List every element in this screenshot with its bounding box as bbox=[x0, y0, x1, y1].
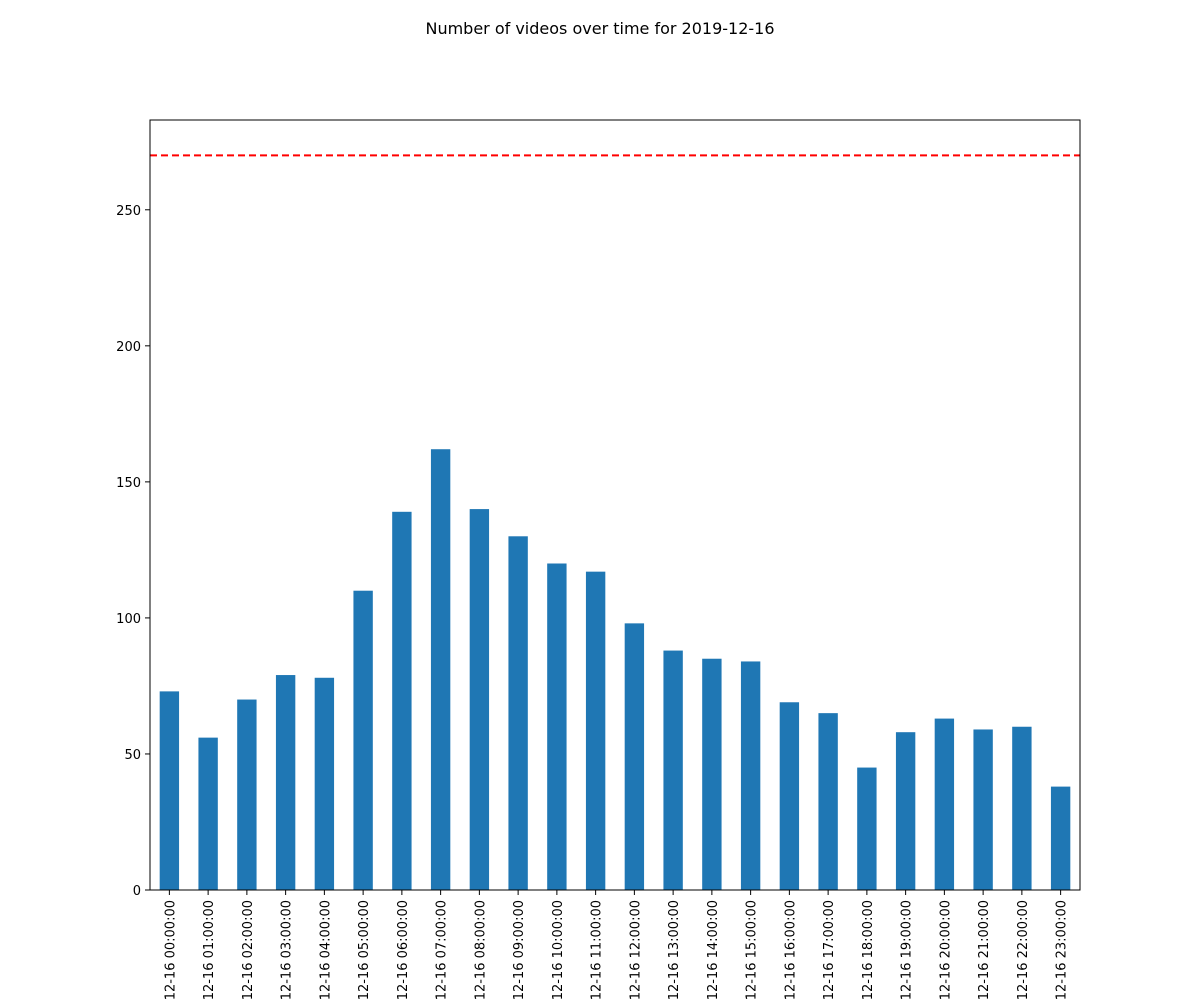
x-tick-label: 2019-12-16 14:00:00 bbox=[706, 900, 721, 1000]
x-tick-label: 2019-12-16 18:00:00 bbox=[861, 900, 876, 1000]
bar bbox=[198, 737, 218, 890]
x-tick-label: 2019-12-16 20:00:00 bbox=[938, 900, 953, 1000]
bar bbox=[818, 713, 838, 890]
bar bbox=[275, 675, 296, 890]
x-tick-label: 2019-12-16 09:00:00 bbox=[512, 900, 527, 1000]
y-tick-label: 200 bbox=[116, 340, 141, 355]
x-tick-label: 2019-12-16 07:00:00 bbox=[435, 900, 450, 1000]
bar bbox=[547, 563, 567, 890]
x-tick-label: 2019-12-16 22:00:00 bbox=[1016, 900, 1031, 1000]
bar bbox=[934, 718, 955, 890]
bar bbox=[779, 702, 800, 890]
bar bbox=[740, 661, 761, 890]
y-tick-label: 0 bbox=[133, 884, 141, 899]
bar bbox=[895, 732, 916, 890]
x-tick-label: 2019-12-16 10:00:00 bbox=[551, 900, 566, 1000]
x-tick-label: 2019-12-16 13:00:00 bbox=[667, 900, 682, 1000]
bar bbox=[314, 677, 335, 890]
bar bbox=[663, 650, 683, 890]
x-tick-label: 2019-12-16 21:00:00 bbox=[977, 900, 992, 1000]
x-tick-label: 2019-12-16 08:00:00 bbox=[473, 900, 488, 1000]
bar bbox=[353, 590, 373, 890]
bar bbox=[624, 623, 645, 890]
x-tick-label: 2019-12-16 06:00:00 bbox=[396, 900, 411, 1000]
chart-title: Number of videos over time for 2019-12-1… bbox=[425, 19, 774, 38]
plot-area: 0 50 100 150 200 250 2019-12-16 00:00:00 2019-1… bbox=[116, 119, 1081, 1000]
x-tick-label: 2019-12-16 19:00:00 bbox=[900, 900, 915, 1000]
x-tick-label: 2019-12-16 01:00:00 bbox=[202, 900, 217, 1000]
x-tick-label: 2019-12-16 04:00:00 bbox=[318, 900, 333, 1000]
x-tick-label: 2019-12-16 05:00:00 bbox=[357, 900, 372, 1000]
bar bbox=[469, 509, 490, 890]
x-tick-label: 2019-12-16 16:00:00 bbox=[783, 900, 798, 1000]
y-tick-label: 150 bbox=[116, 476, 141, 491]
x-tick-label: 2019-12-16 23:00:00 bbox=[1055, 900, 1070, 1000]
bar bbox=[1050, 786, 1071, 890]
x-tick-label: 2019-12-16 12:00:00 bbox=[628, 900, 643, 1000]
bar bbox=[702, 658, 722, 890]
y-tick-label: 50 bbox=[124, 748, 141, 763]
bar bbox=[973, 729, 993, 890]
x-tick-label: 2019-12-16 17:00:00 bbox=[822, 900, 837, 1000]
x-tick-label: 2019-12-16 00:00:00 bbox=[163, 900, 178, 1000]
x-tick-label: 2019-12-16 03:00:00 bbox=[280, 900, 295, 1000]
y-tick-label: 100 bbox=[116, 612, 141, 627]
plot-frame bbox=[149, 119, 1081, 891]
x-tick-label: 2019-12-16 11:00:00 bbox=[590, 900, 605, 1000]
bar bbox=[237, 699, 257, 890]
bar bbox=[392, 511, 412, 890]
x-tick-label: 2019-12-16 02:00:00 bbox=[241, 900, 256, 1000]
bar bbox=[159, 691, 180, 890]
y-tick-label: 250 bbox=[116, 204, 141, 219]
bar bbox=[857, 767, 877, 890]
bar bbox=[508, 536, 528, 890]
bar bbox=[1012, 726, 1032, 890]
x-tick-label: 2019-12-16 15:00:00 bbox=[745, 900, 760, 1000]
bar bbox=[585, 571, 606, 890]
bar bbox=[430, 449, 451, 890]
